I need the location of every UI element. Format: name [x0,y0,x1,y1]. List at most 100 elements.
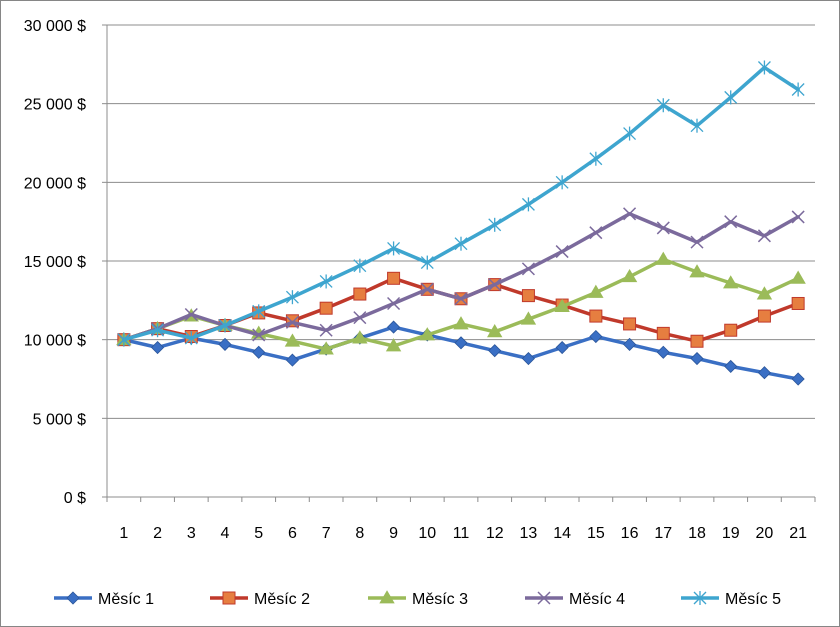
marker-stroke [521,262,535,276]
marker-stroke [285,315,299,329]
data-point [621,268,638,283]
y-tick-label: 25 000 $ [24,97,86,114]
legend: Měsíc 1 Měsíc 2 Měsíc 3 Měsíc 4 Měsíc 5 [54,590,781,608]
data-point [554,298,570,313]
data-point [723,275,739,289]
data-point [791,372,805,386]
data-point [520,311,537,325]
data-point [319,323,333,337]
x-tick-label: 18 [688,525,706,542]
marker-stroke [537,591,551,605]
data-point [252,345,266,359]
data-point [319,301,333,315]
legend-marker [379,590,395,604]
data-point [151,323,165,338]
data-point [724,215,738,229]
data-point [419,327,435,341]
x-tick-label: 15 [587,525,605,542]
marker-stroke [319,323,333,337]
x-tick-label: 2 [153,525,162,542]
x-tick-label: 3 [187,525,196,542]
series-4 [117,207,805,347]
x-axis-tick-labels: 1 2 3 4 5 6 7 8 9 10 11 12 13 14 15 16 17 18 19 20 21 [119,525,807,542]
data-point [791,82,805,97]
data-point [420,282,434,296]
axes [102,24,816,502]
data-point [656,345,670,359]
x-tick-label: 21 [789,525,807,542]
data-point [757,60,771,75]
legend-label: Měsíc 2 [254,591,310,608]
data-point [690,235,704,249]
data-point [385,338,402,352]
data-point [285,290,299,305]
marker-stroke [555,245,569,259]
marker-stroke [589,226,603,240]
data-point [151,340,165,355]
data-point [353,258,367,273]
data-point [353,287,367,301]
y-tick-label: 20 000 $ [24,175,86,192]
data-point [285,353,299,367]
data-point [690,118,704,133]
data-point [555,175,569,190]
data-point [724,90,738,105]
data-point [352,330,368,344]
x-tick-label: 10 [418,525,436,542]
data-point [387,296,401,311]
legend-marker [66,591,80,605]
marker-stroke [623,207,637,221]
data-point [790,270,806,284]
y-tick-label: 15 000 $ [24,254,86,271]
legend-item-3: Měsíc 3 [368,590,468,608]
data-point [623,126,637,141]
data-point [252,304,266,319]
data-point [218,318,232,333]
marker-stroke [184,307,198,322]
data-point [252,328,266,342]
x-tick-label: 11 [453,525,470,542]
x-tick-label: 12 [486,525,504,542]
x-tick-label: 13 [520,525,538,542]
x-tick-label: 19 [722,525,740,542]
data-point [218,337,232,351]
legend-marker [537,591,551,605]
data-point [690,351,704,366]
data-point [623,207,637,221]
data-point [689,264,705,278]
y-tick-label: 0 $ [64,490,86,507]
marker-stroke [387,296,401,311]
x-tick-label: 4 [221,525,230,542]
legend-label: Měsíc 3 [412,591,468,608]
data-point [387,320,401,334]
data-point [387,271,401,285]
data-point [318,341,334,355]
data-point [757,229,771,243]
x-tick-label: 5 [254,525,263,542]
marker-stroke [488,278,502,292]
data-point [555,245,569,259]
data-point [521,351,535,366]
data-point [284,333,301,347]
data-point [791,210,805,224]
marker-stroke [690,235,704,249]
marker-stroke [656,221,670,235]
data-point [589,226,603,240]
x-tick-label: 7 [322,525,331,542]
data-point [521,289,535,303]
data-point [555,340,569,355]
x-tick-label: 1 [119,525,128,542]
data-point [724,323,738,337]
data-point [453,316,469,330]
data-point [184,331,198,346]
data-point [420,255,434,270]
data-point [454,292,468,306]
marker-stroke [724,215,738,229]
x-tick-label: 8 [355,525,364,542]
legend-item-1: Měsíc 1 [54,591,154,608]
legend-item-5: Měsíc 5 [681,591,781,608]
marker-stroke [454,292,468,306]
data-point [319,274,333,289]
data-point [623,317,637,331]
